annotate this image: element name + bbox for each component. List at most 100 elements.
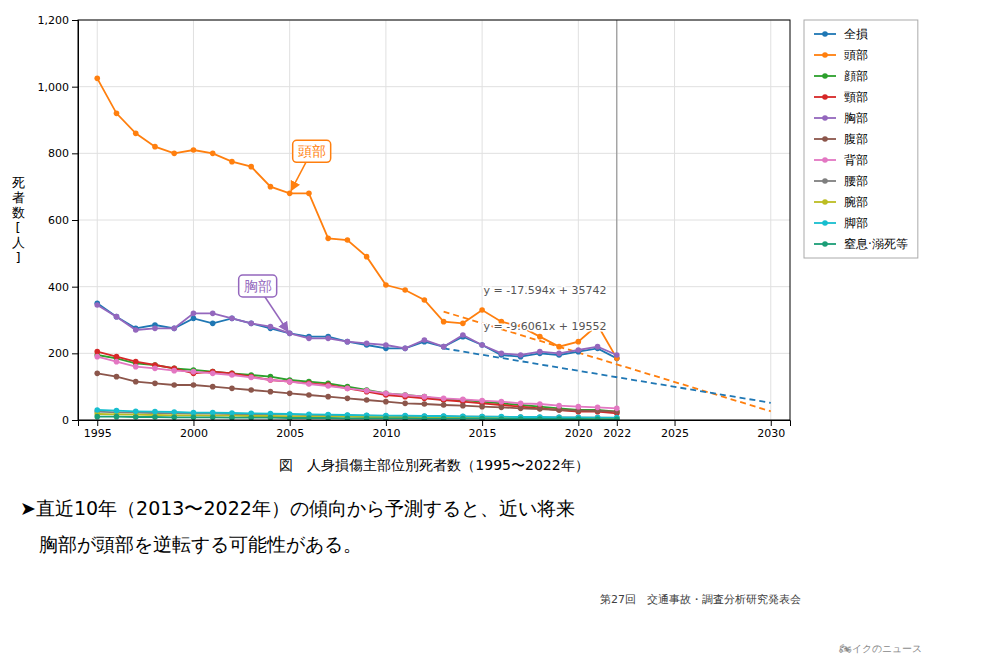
series-point [287,391,293,397]
series-point [152,414,158,420]
x-grid-line [770,20,771,420]
x-tick-mark [193,420,194,426]
y-grid-line [78,153,790,154]
series-point [479,404,485,410]
footnote: 第27回 交通事故・調査分析研究発表会 [600,593,801,606]
series-point [402,392,408,398]
x-tick-mark [771,420,772,426]
series-point [556,351,562,357]
series-point [306,336,312,342]
series-point [248,415,254,420]
series-point [383,391,389,397]
legend-item: 背部 [814,153,868,167]
legend-label: 窒息·溺死等 [844,237,908,251]
series-point [479,398,485,404]
series-point [229,159,235,165]
series-point [152,366,158,372]
series-point [133,409,139,415]
legend-marker [822,136,828,142]
series-point [191,311,197,317]
annotation-box [293,140,331,162]
series-point [537,349,543,355]
series-point [114,111,120,117]
series-point [306,381,312,387]
y-tick-mark [72,353,78,354]
x-tick-mark [290,420,291,426]
y-tick-label: 200 [48,347,69,360]
series-point [345,386,351,392]
series-point [441,416,447,420]
series-point [171,151,177,157]
grid [78,20,790,420]
annotation-text: 胸部 [244,278,272,294]
x-tick-mark [578,420,579,426]
x-tick: 2030 [757,420,785,440]
series-point [518,406,524,412]
series-point [345,386,351,392]
series-point [402,346,408,352]
series [94,301,619,362]
series-point [229,316,235,322]
series-point [248,387,254,393]
series-point [114,408,120,414]
legend-item: 顔部 [814,69,868,83]
legend-label: 全損 [844,27,868,41]
series-point [402,346,408,352]
series-point [114,314,120,320]
series-point [229,372,235,378]
series-point [460,321,466,327]
series-point [460,397,466,403]
series-point [133,359,139,365]
y-tick-label: 1,000 [38,81,70,94]
series-point [537,334,543,340]
series-point [422,401,428,407]
series-point [268,377,274,383]
series-point [499,351,505,357]
x-tick: 2015 [469,420,497,440]
series-line [97,373,617,411]
legend-marker [822,94,828,100]
x-grid-line [289,20,290,420]
series-point [537,401,543,407]
series-point [152,326,158,332]
series-point [325,415,331,420]
y-grid-line [78,220,790,221]
legend-label: 腹部 [844,132,868,146]
x-tick: 2005 [276,420,304,440]
series-point [422,394,428,400]
x-tick-mark [617,420,618,426]
x-tick-label: 2020 [565,427,593,440]
legend-marker [822,157,828,163]
series-point [364,389,370,395]
series-point [248,321,254,327]
series-point [364,387,370,393]
y-tick-mark [72,153,78,154]
series-point [325,382,331,388]
series [94,302,619,358]
plot-area: 1995200020052010201520202022202520300200… [38,14,791,440]
series-point [248,374,254,380]
legend-label: 腕部 [844,195,868,209]
series-point [422,337,428,343]
series-point [325,383,331,389]
series-point [210,371,216,377]
legend-item: 脚部 [814,216,868,230]
series-point [345,416,351,420]
series [94,354,619,411]
x-tick-label: 2010 [372,427,400,440]
series-point [210,415,216,420]
series-point [114,414,120,420]
series-point [595,344,601,350]
x-axis-title: 図 人身損傷主部位別死者数（1995〜2022年） [279,457,588,473]
y-tick: 600 [48,214,78,227]
annotation: 胸部 [239,275,288,332]
x-axis-line [79,421,791,427]
x-tick-label: 2022 [603,427,631,440]
annotation-text: 頭部 [298,143,326,159]
series-point [306,415,312,420]
x-tick-mark [482,420,483,426]
legend-marker [822,178,828,184]
series-point [383,282,389,288]
series-point [171,382,177,388]
series-point [556,344,562,350]
